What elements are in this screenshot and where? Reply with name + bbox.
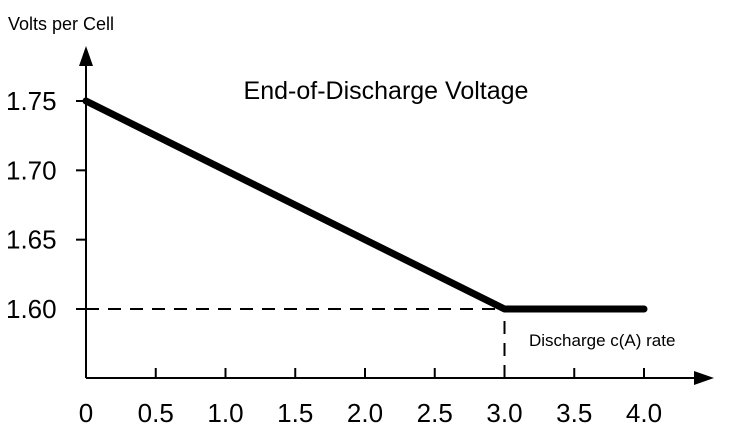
x-tick-label: 1.0 [207, 398, 243, 428]
x-tick-label: 2.5 [417, 398, 453, 428]
x-tick-label: 1.5 [277, 398, 313, 428]
series-line [82, 97, 648, 313]
y-axis-arrow [79, 46, 93, 66]
y-tick-label: 1.65 [6, 225, 57, 255]
x-axis-label: Discharge c(A) rate [529, 331, 675, 350]
x-tick-label: 3.5 [556, 398, 592, 428]
y-tick-label: 1.60 [6, 294, 57, 324]
x-tick-label: 4.0 [626, 398, 662, 428]
x-axis-arrow [694, 371, 714, 385]
chart-title: End-of-Discharge Voltage [244, 77, 529, 105]
y-axis-label: Volts per Cell [8, 14, 114, 34]
y-tick-label: 1.70 [6, 155, 57, 185]
y-tick-label: 1.75 [6, 86, 57, 116]
x-tick-label: 0.5 [138, 398, 174, 428]
x-tick-label: 0 [79, 398, 93, 428]
x-axis-label-box [512, 318, 732, 358]
x-tick-label: 2.0 [347, 398, 383, 428]
x-tick-label: 3.0 [486, 398, 522, 428]
